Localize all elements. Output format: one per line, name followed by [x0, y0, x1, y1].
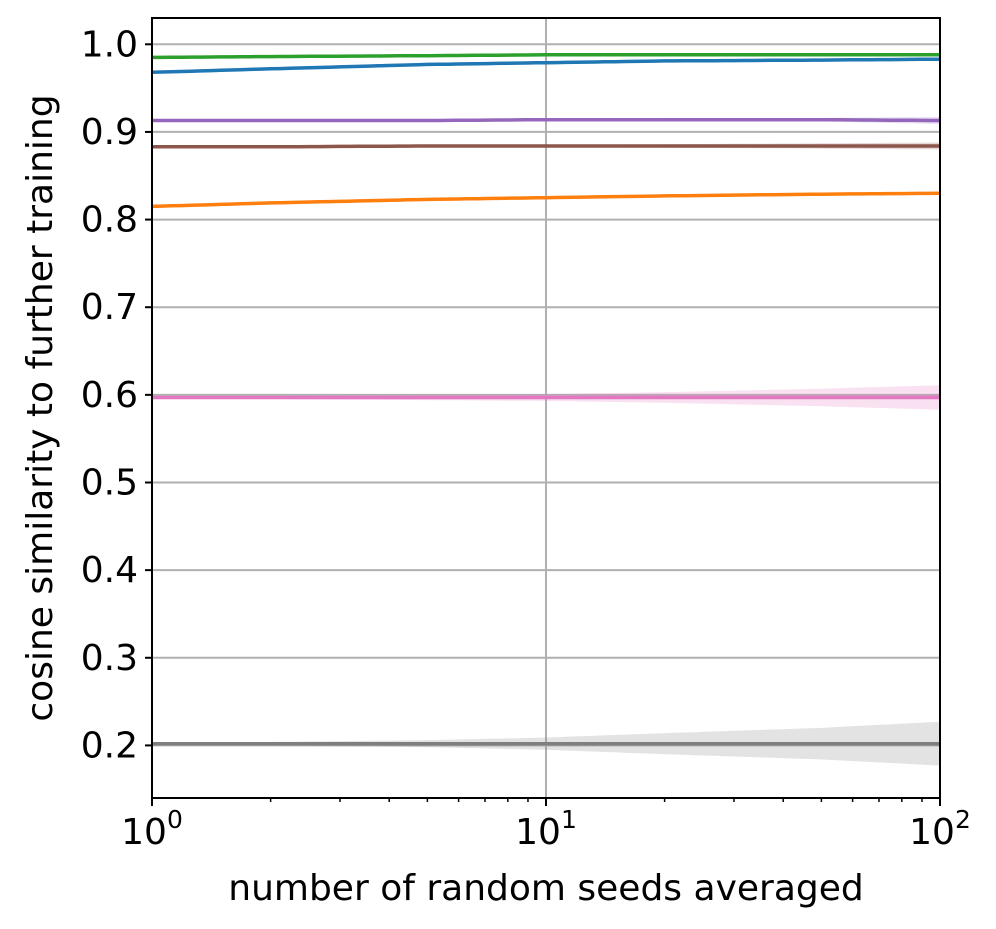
y-tick-label: 0.2 [81, 725, 138, 766]
series-orange-line [151, 191, 941, 209]
y-tick-labels: 0.2 0.3 0.4 0.5 0.6 0.7 0.8 0.9 1.0 [81, 24, 138, 766]
series-brown-line [152, 144, 940, 149]
y-tick-label: 1.0 [81, 24, 138, 65]
grid [152, 18, 940, 798]
x-axis-label: number of random seeds averaged [228, 868, 863, 909]
y-tick-label: 0.4 [81, 550, 138, 591]
y-tick-label: 0.9 [81, 112, 138, 153]
x-tick-label: 101 [515, 805, 577, 853]
y-tick-label: 0.3 [81, 638, 138, 679]
y-tick-label: 0.6 [81, 375, 138, 416]
series-lines [151, 53, 941, 746]
y-tick-label: 0.8 [81, 200, 138, 241]
y-tick-label: 0.5 [81, 462, 138, 503]
y-tick-label: 0.7 [81, 287, 138, 328]
x-tick-label: 100 [121, 805, 183, 853]
x-tick-label: 102 [909, 805, 971, 853]
series-blue-line [151, 57, 941, 75]
series-green-line [152, 53, 940, 60]
ticks [145, 43, 941, 806]
series-purple-line [152, 117, 940, 123]
y-axis-label: cosine similarity to further training [20, 94, 61, 721]
x-tick-labels: 100 101 102 [121, 805, 971, 853]
